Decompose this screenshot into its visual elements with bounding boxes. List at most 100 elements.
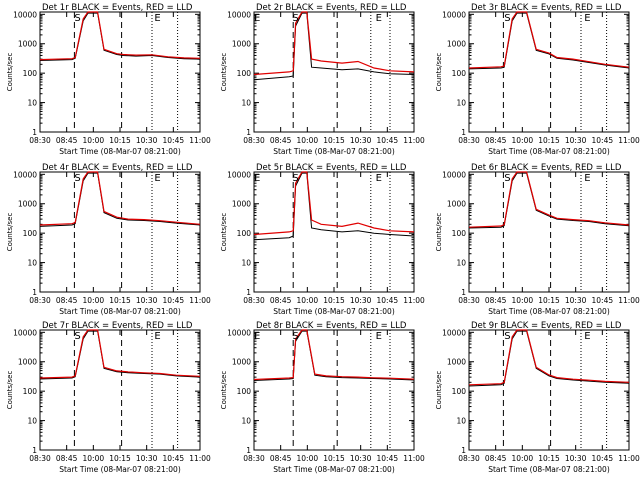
y-tick-label: 10000 [13, 170, 37, 179]
x-tick-label: 10:00 [512, 454, 534, 463]
x-tick-label: 10:00 [297, 136, 319, 145]
y-axis-label: Counts/sec [6, 371, 14, 410]
x-axis-label: Start Time (08-Mar-07 08:21:00) [59, 307, 181, 316]
y-axis-label: Counts/sec [220, 213, 228, 252]
y-tick-label: 1000 [447, 40, 466, 49]
y-tick-label: 1 [461, 446, 466, 455]
series-line-lld [39, 11, 201, 61]
x-tick-label: 10:30 [350, 454, 372, 463]
series-line-events [468, 172, 630, 229]
interval-marker-label: E [154, 173, 160, 184]
x-tick-label: 10:00 [83, 454, 105, 463]
x-tick-label: 08:30 [243, 136, 265, 145]
y-tick-label: 10 [456, 259, 466, 268]
panel-title: Det 7r BLACK = Events, RED = LLD [42, 321, 193, 331]
y-tick-label: 1 [246, 446, 251, 455]
y-tick-label: 1000 [232, 40, 251, 49]
y-axis-label: Counts/sec [435, 213, 443, 252]
series-line-events [39, 330, 201, 380]
y-tick-label: 1000 [447, 358, 466, 367]
x-tick-label: 10:45 [377, 136, 399, 145]
x-tick-label: 11:00 [618, 296, 640, 305]
y-tick-label: 1000 [447, 200, 466, 209]
series-line-events [39, 172, 201, 227]
x-tick-label: 08:45 [56, 296, 78, 305]
y-tick-label: 1 [32, 128, 37, 137]
series-line-lld [468, 11, 630, 69]
series-line-lld [253, 11, 415, 76]
x-tick-label: 10:15 [323, 136, 345, 145]
y-tick-label: 100 [23, 69, 38, 78]
chart-panel: 1 10 100 1000 10000 08:30 08:45 10:00 10:15 10:30… [435, 321, 640, 474]
interval-marker-label: E [154, 13, 160, 24]
x-tick-label: 08:45 [56, 136, 78, 145]
y-tick-label: 1 [246, 128, 251, 137]
panel-title: Det 3r BLACK = Events, RED = LLD [471, 3, 622, 13]
series-line-lld [468, 329, 630, 386]
plot-frame [39, 171, 201, 293]
y-tick-label: 10000 [227, 170, 251, 179]
panel-title: Det 8r BLACK = Events, RED = LLD [256, 321, 407, 331]
x-tick-label: 08:45 [485, 296, 507, 305]
x-tick-label: 10:45 [163, 136, 185, 145]
x-tick-label: 08:30 [458, 296, 480, 305]
y-tick-label: 1 [461, 128, 466, 137]
x-tick-label: 08:45 [270, 296, 292, 305]
y-axis-label: Counts/sec [220, 371, 228, 410]
y-axis-label: Counts/sec [435, 371, 443, 410]
x-axis-label: Start Time (08-Mar-07 08:21:00) [273, 307, 395, 316]
chart-panel: 1 10 100 1000 10000 08:30 08:45 10:00 10:15 10:30… [435, 163, 640, 316]
chart-panel: 1 10 100 1000 10000 08:30 08:45 10:00 10:15 10:30… [220, 321, 425, 474]
y-tick-label: 1000 [232, 200, 251, 209]
x-axis-label: Start Time (08-Mar-07 08:21:00) [488, 147, 610, 156]
y-tick-label: 10000 [13, 328, 37, 337]
x-tick-label: 10:30 [136, 136, 158, 145]
y-tick-label: 10 [241, 99, 251, 108]
x-tick-label: 08:30 [29, 296, 51, 305]
panel-title: Det 2r BLACK = Events, RED = LLD [256, 3, 407, 13]
x-tick-label: 10:00 [297, 296, 319, 305]
x-tick-label: 10:45 [592, 454, 614, 463]
series-line-events [253, 12, 415, 81]
interval-marker-label: E [584, 13, 590, 24]
x-tick-label: 10:45 [377, 296, 399, 305]
interval-marker-label: E [584, 331, 590, 342]
plot-frame [39, 329, 201, 451]
x-tick-label: 11:00 [403, 296, 425, 305]
chart-panel: 1 10 100 1000 10000 08:30 08:45 10:00 10:15 10:30… [220, 163, 425, 316]
y-tick-label: 100 [23, 387, 38, 396]
y-tick-label: 10 [27, 99, 37, 108]
y-tick-label: 1000 [18, 358, 37, 367]
plot-frame [468, 329, 630, 451]
x-tick-label: 08:45 [485, 454, 507, 463]
series-line-lld [253, 171, 415, 236]
series-line-events [39, 12, 201, 61]
panel-title: Det 1r BLACK = Events, RED = LLD [42, 3, 193, 13]
interval-marker-label: E [376, 13, 382, 24]
interval-marker-label: E [154, 331, 160, 342]
x-tick-label: 11:00 [618, 136, 640, 145]
interval-marker-label: S [292, 173, 298, 184]
chart-panel: 1 10 100 1000 10000 08:30 08:45 10:00 10:15 10:30… [6, 321, 211, 474]
x-tick-label: 11:00 [403, 454, 425, 463]
x-tick-label: 08:30 [458, 136, 480, 145]
y-tick-label: 10000 [13, 10, 37, 19]
x-tick-label: 11:00 [618, 454, 640, 463]
y-tick-label: 10000 [442, 10, 466, 19]
x-tick-label: 10:15 [323, 296, 345, 305]
series-line-lld [468, 171, 630, 228]
x-tick-label: 08:45 [270, 454, 292, 463]
panel-title: Det 5r BLACK = Events, RED = LLD [256, 163, 407, 173]
x-tick-label: 10:30 [136, 454, 158, 463]
plot-frame [468, 11, 630, 133]
x-tick-label: 10:15 [323, 454, 345, 463]
y-axis-label: Counts/sec [435, 53, 443, 92]
y-tick-label: 10 [456, 417, 466, 426]
x-tick-label: 10:15 [109, 296, 131, 305]
y-tick-label: 100 [452, 387, 467, 396]
interval-marker-label: E [376, 173, 382, 184]
interval-marker-label: S [292, 331, 298, 342]
y-tick-label: 1 [246, 288, 251, 297]
interval-marker-label: S [504, 173, 510, 184]
